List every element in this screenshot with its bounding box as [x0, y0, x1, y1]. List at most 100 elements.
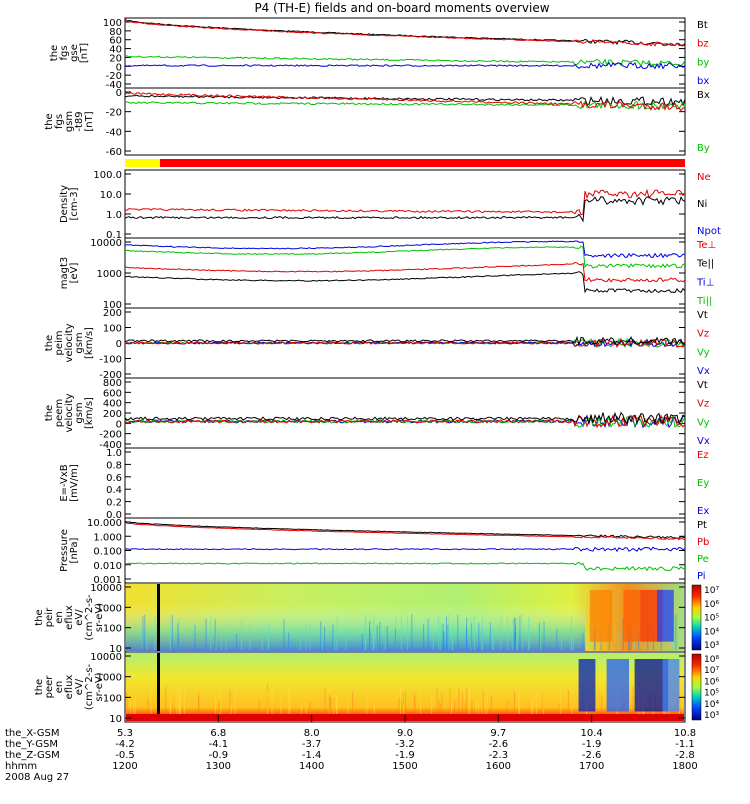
y-tick-label: -200 [99, 370, 122, 381]
colorbar-tick-label: 10⁵ [704, 614, 719, 624]
spectrogram-fill [126, 653, 684, 721]
y-tick-label: -20 [106, 71, 122, 82]
spectrogram-feature [606, 659, 629, 712]
colorbar-tick-label: 10⁶ [704, 677, 719, 687]
y-axis-label: Pressure [59, 529, 70, 572]
panel-efield: 1.00.8 0.60.4 0.20.0 E=-VxB [mV/m] Ez Ey Ex [59, 447, 709, 521]
y-tick-label: 400 [103, 399, 122, 410]
trace-pb [124, 522, 686, 541]
y-axis-label: E=-VxB [59, 464, 70, 501]
y-axis-label: [nT] [84, 111, 95, 131]
x-axis-row-label: 2008 Aug 27 [5, 772, 69, 783]
hhmm-value: 1600 [486, 761, 511, 772]
trace-bt [124, 18, 686, 47]
legend-entry-vx: Vx [697, 436, 710, 447]
y-axis-label: magt3 [59, 257, 70, 290]
y-axis-label: en [54, 681, 65, 694]
trace-vz [124, 337, 686, 349]
trace-by [124, 55, 686, 67]
hhmm-value: 1500 [392, 761, 417, 772]
y-axis-label: peer [44, 675, 55, 699]
mode-bar-fast [160, 159, 685, 167]
x-axis-row-label: the_Y-GSM [5, 739, 58, 750]
legend-entry-vt: Vt [697, 310, 708, 321]
z-gsm-value: -2.8 [675, 750, 695, 761]
legend-entry-te: Te⊥ [696, 240, 716, 251]
spectrogram-feature [578, 659, 596, 712]
y-tick-label: 10000 [90, 238, 122, 249]
legend-entry-ti: Ti|| [696, 296, 712, 307]
trace-bz [124, 19, 686, 47]
legend-entry-by: By [697, 143, 710, 154]
colorbar-tick-label: 10⁴ [704, 700, 719, 710]
y-tick-label: 100 [103, 693, 122, 704]
y-tick-label: 1000 [97, 603, 122, 614]
legend-entry-pb: Pb [697, 537, 709, 548]
trace-pi [124, 546, 686, 553]
y-tick-label: -200 [99, 430, 122, 441]
y-axis-label: (cm^2-s- [84, 663, 95, 710]
spectrogram-gap [157, 584, 160, 651]
y-tick-label: -400 [99, 440, 122, 451]
panel-density: 100.0 10.0 1.0 0.1 Density [cm-3] Ne Ni Npot [59, 169, 721, 241]
y-axis-label: fgs [54, 114, 65, 129]
y-axis-label: peem [54, 399, 65, 427]
y-axis-label: peir [44, 607, 55, 627]
y-tick-label: 1000 [97, 269, 122, 280]
x-axis-row-label: the_X-GSM [5, 728, 59, 739]
trace-vy [124, 414, 686, 428]
y-tick-label: 1.000 [93, 532, 122, 543]
legend-entry-vt: Vt [697, 380, 708, 391]
legend-entry-ey: Ey [697, 478, 709, 489]
trace-tipar [124, 245, 686, 269]
z-gsm-value: -0.5 [115, 750, 135, 761]
y-axis-label: velocity [64, 393, 75, 432]
y-axis-label: Density [59, 185, 70, 223]
y-tick-label: 0.1 [106, 230, 122, 241]
y-tick-label: -40 [106, 80, 122, 91]
legend-entry-npot: Npot [697, 226, 721, 237]
panel-frame [124, 169, 686, 239]
y-tick-label: 0 [116, 419, 122, 430]
colorbar-tick-label: 10⁷ [704, 586, 719, 596]
legend-entry-ni: Ni [697, 199, 707, 210]
y-axis-label: eV/ [74, 678, 85, 695]
legend-entry-ex: Ex [697, 506, 709, 517]
y-tick-label: -40 [106, 127, 122, 138]
y-tick-label: 0.8 [106, 460, 122, 471]
y-tick-label: 100 [103, 324, 122, 335]
trace-tiperp [124, 240, 685, 259]
z-gsm-value: -1.9 [395, 750, 415, 761]
y-axis-label: -t89 [74, 111, 85, 131]
colorbar-tick-label: 10⁸ [704, 655, 719, 665]
legend-entry-vz: Vz [697, 399, 709, 410]
y-axis-label: the [34, 609, 45, 625]
y-axis-label: [nT] [79, 43, 90, 63]
colorbar-tick-label: 10³ [704, 711, 719, 721]
x-axis-row-label: hhmm [5, 761, 37, 772]
panel-temperature: 10000 1000 100 magt3 [eV] Te⊥ Te|| Ti⊥ Ti|| [59, 237, 716, 311]
spectrogram-feature [657, 589, 674, 642]
spectrogram-gap [157, 653, 160, 721]
colorbar [691, 653, 702, 721]
y-tick-label: 0.6 [106, 473, 122, 484]
trace-bz [124, 92, 686, 112]
legend-entry-bt: Bt [697, 20, 708, 31]
x-gsm-value: 9.7 [490, 728, 506, 739]
y-axis-label: [mV/m] [69, 464, 80, 502]
y-axis-label: the [44, 113, 55, 129]
panel-peim-velocity: 200 100 0 -100 -200 the peim velocity gsm [km/s] V… [44, 307, 710, 381]
x-gsm-value: 10.4 [581, 728, 603, 739]
hhmm-value: 1200 [112, 761, 137, 772]
y-axis-label: sr-eV) [94, 603, 105, 632]
y-gsm-value: -2.6 [489, 739, 509, 750]
colorbar-tick-label: 10⁴ [704, 627, 719, 637]
y-tick-label: 100.0 [93, 170, 122, 181]
legend-entry-pt: Pt [697, 520, 707, 531]
y-axis-label: [nPa] [69, 537, 80, 563]
y-axis-label: eflux [64, 675, 75, 700]
colorbar [691, 584, 702, 651]
y-tick-label: 0 [116, 339, 122, 350]
